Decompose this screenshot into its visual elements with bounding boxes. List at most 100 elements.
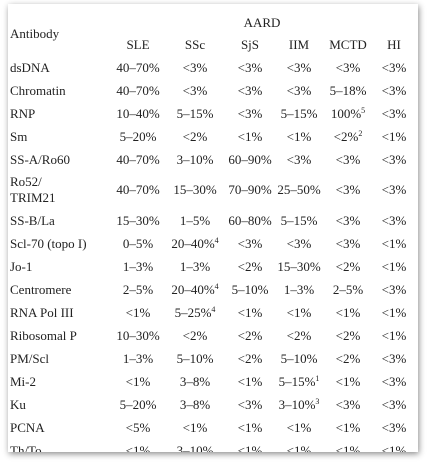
table-row: Centromere 2–5% 20–40%4 5–10% 1–3% 2–5% <3% (10, 278, 414, 301)
table-row: RNP 10–40% 5–15% <3% 5–15% 100%5 <3% (10, 102, 414, 125)
cell: 5–20% (119, 128, 157, 144)
cell: <3% (381, 281, 407, 297)
cell: <3% (335, 396, 361, 412)
cell: <3% (381, 419, 407, 435)
cell: <2% (335, 258, 361, 274)
cell: <3% (381, 396, 407, 412)
cell: 5–15% (280, 212, 318, 228)
column-header: IIM (288, 37, 310, 52)
cell: 0–5% (122, 235, 154, 251)
cell: <1% (381, 258, 407, 274)
antibody-name: Scl-70 (topo I) (10, 235, 87, 251)
cell: <3% (381, 182, 407, 197)
column-header: MCTD (329, 37, 367, 52)
cell: 3–10%3 (276, 393, 322, 416)
cell-text: 5–25% (174, 304, 212, 320)
cell: <1% (237, 373, 263, 389)
cell: <2% (182, 327, 208, 343)
cell: 5–20% (119, 396, 157, 412)
cell: 1–3% (122, 258, 154, 274)
table-row: PM/Scl 1–3% 5–10% <2% 5–10% <2% <3% (10, 347, 414, 370)
table-row: dsDNA 40–70% <3% <3% <3% <3% <3% (10, 56, 414, 79)
antibody-name: Th/To (10, 442, 42, 453)
cell: <3% (335, 182, 361, 197)
cell: 40–70% (116, 182, 160, 197)
cell: 3–10% (176, 151, 214, 167)
cell: 5–25%4 (166, 301, 224, 324)
cell: <2% (335, 327, 361, 343)
cell: <1% (335, 304, 361, 320)
cell: <3% (381, 212, 407, 228)
cell-text: 100% (330, 105, 362, 121)
cell: <3% (182, 82, 208, 98)
column-header: SjS (240, 37, 260, 52)
cell: 40–70% (116, 151, 160, 167)
cell: 15–30% (173, 182, 217, 197)
table-row: Chromatin 40–70% <3% <3% <3% 5–18% <3% (10, 79, 414, 102)
cell: <3% (335, 235, 361, 251)
cell: 1–3% (122, 350, 154, 366)
antibody-header: Antibody (10, 26, 60, 41)
cell: <3% (286, 235, 312, 251)
antibody-name: RNP (10, 105, 36, 121)
cell: 20–40%4 (166, 278, 224, 301)
table-row: Jo-1 1–3% 1–3% <2% 15–30% <2% <1% (10, 255, 414, 278)
cell: <3% (237, 396, 263, 412)
cell: 5–18% (329, 82, 367, 98)
cell: 100%5 (322, 102, 374, 125)
cell: <3% (237, 235, 263, 251)
cell: <3% (381, 350, 407, 366)
cell: 25–50% (277, 182, 321, 197)
cell: <1% (335, 442, 361, 453)
cell: 1–3% (283, 281, 315, 297)
cell: <1% (125, 373, 151, 389)
footnote-mark: 3 (315, 396, 320, 406)
cell: 2–5% (332, 281, 364, 297)
cell: <1% (381, 442, 407, 453)
footnote-mark: 2 (358, 128, 363, 138)
cell: 5–10% (280, 350, 318, 366)
antibody-name: SS-A/Ro60 (10, 151, 70, 167)
cell: <3% (286, 151, 312, 167)
table-row: Ro52/ TRIM21 40–70% 15–30% 70–90% 25–50% <3% <… (10, 171, 414, 209)
cell: 5–15%1 (276, 370, 322, 393)
antibody-name: PM/Scl (10, 350, 50, 366)
cell: <1% (381, 128, 407, 144)
cell: <1% (182, 419, 208, 435)
cell: 10–30% (116, 327, 160, 343)
cell: <1% (286, 419, 312, 435)
footnote-mark: 1 (315, 373, 320, 383)
cell: <1% (381, 235, 407, 251)
antibody-table: Antibody AARD SLE SSc SjS IIM MCTD HI dsDNA 40… (10, 12, 414, 452)
column-header: SLE (126, 37, 150, 52)
cell: 15–30% (116, 212, 160, 228)
cell: <2% (335, 350, 361, 366)
cell: 5–10% (176, 350, 214, 366)
group-header: AARD (243, 15, 281, 30)
cell: 5–15% (176, 105, 214, 121)
cell: <2% (286, 327, 312, 343)
cell: 3–8% (179, 396, 211, 412)
cell: <3% (237, 105, 263, 121)
cell: <3% (335, 212, 361, 228)
table-row: Mi-2 <1% 3–8% <1% 5–15%1 <1% <3% (10, 370, 414, 393)
cell: 70–90% (228, 182, 272, 197)
cell: <3% (237, 82, 263, 98)
cell: 1–5% (179, 212, 211, 228)
cell-text: 20–40% (171, 235, 215, 251)
cell: <1% (237, 419, 263, 435)
cell: <1% (286, 128, 312, 144)
cell: <2% (237, 258, 263, 274)
cell: <3% (381, 82, 407, 98)
cell: <1% (381, 304, 407, 320)
cell: <1% (237, 304, 263, 320)
cell: <1% (286, 442, 312, 453)
cell: <3% (381, 105, 407, 121)
antibody-name: Ribosomal P (10, 327, 77, 343)
cell: 20–40%4 (166, 232, 224, 255)
cell: 5–15% (280, 105, 318, 121)
cell: <2% (182, 128, 208, 144)
cell: <3% (182, 59, 208, 75)
cell: <1% (335, 419, 361, 435)
table-row: Ku 5–20% 3–8% <3% 3–10%3 <3% <3% (10, 393, 414, 416)
